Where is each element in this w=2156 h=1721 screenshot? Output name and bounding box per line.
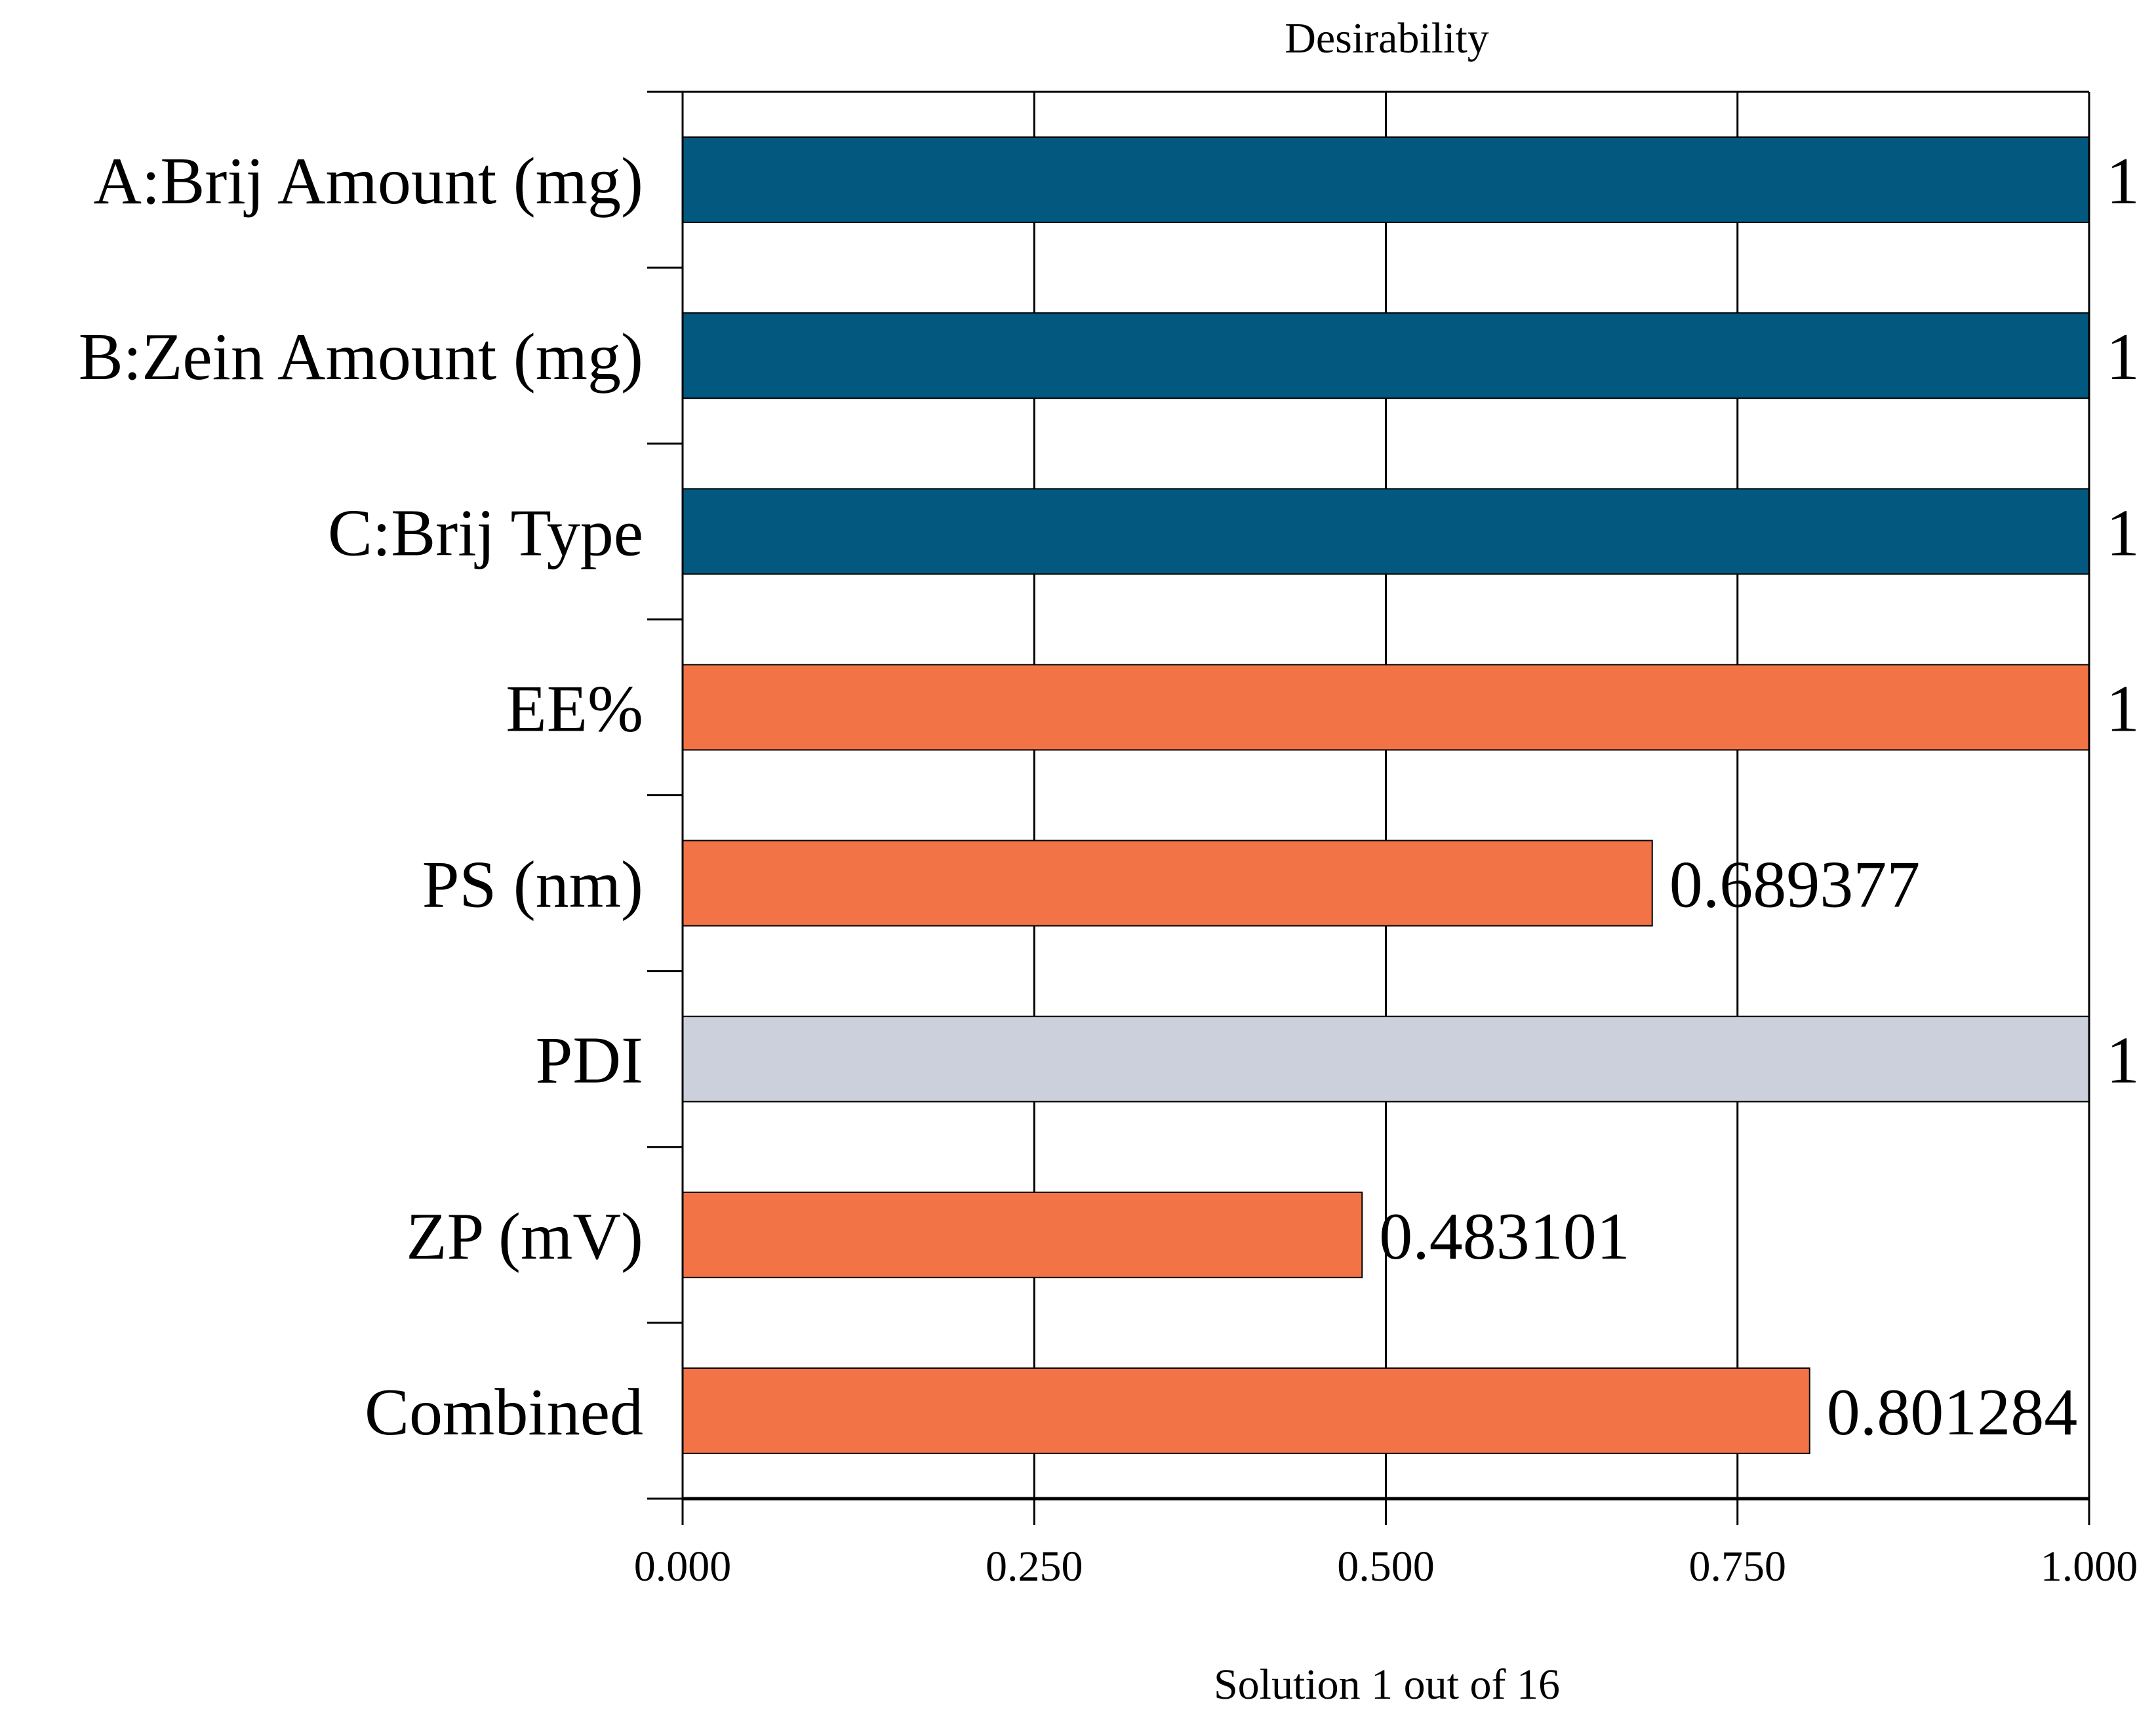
chart-title: Desirability <box>1285 14 1489 62</box>
category-label-6: ZP (mV) <box>406 1200 643 1274</box>
labels: 0.000 0.250 0.500 0.750 1.000 A:Brij Amount (… <box>79 144 2140 1590</box>
category-label-3: EE% <box>506 672 643 746</box>
category-label-2: C:Brij Type <box>328 496 643 570</box>
category-label-0: A:Brij Amount (mg) <box>93 144 643 218</box>
value-label-1: 1 <box>2106 320 2140 394</box>
category-label-5: PDI <box>536 1024 643 1098</box>
x-tick-label-4: 1.000 <box>2041 1543 2138 1590</box>
value-label-3: 1 <box>2106 672 2140 746</box>
x-tick-label-0: 0.000 <box>634 1543 732 1590</box>
bar-0 <box>682 136 2090 224</box>
x-tick-label-2: 0.500 <box>1337 1543 1435 1590</box>
value-label-2: 1 <box>2106 496 2140 570</box>
x-tick-label-1: 0.250 <box>986 1543 1083 1590</box>
value-label-7: 0.801284 <box>1827 1375 2078 1449</box>
bar-1 <box>682 312 2090 399</box>
bar-3 <box>682 664 2090 751</box>
bar-5 <box>682 1015 2090 1103</box>
x-axis-title: Solution 1 out of 16 <box>1214 1661 1560 1709</box>
axes <box>647 91 2090 1525</box>
bar-6 <box>682 1191 1363 1278</box>
value-label-5: 1 <box>2106 1024 2140 1098</box>
bars <box>682 136 2090 1454</box>
category-label-1: B:Zein Amount (mg) <box>79 320 643 394</box>
x-tick-label-3: 0.750 <box>1689 1543 1787 1590</box>
bar-4 <box>682 840 1653 927</box>
category-label-4: PS (nm) <box>422 848 643 922</box>
category-label-7: Combined <box>365 1375 643 1449</box>
value-label-0: 1 <box>2106 144 2140 218</box>
bar-7 <box>682 1367 1810 1454</box>
value-label-4: 0.689377 <box>1669 848 1921 922</box>
bar-2 <box>682 488 2090 575</box>
value-label-6: 0.483101 <box>1379 1200 1630 1274</box>
